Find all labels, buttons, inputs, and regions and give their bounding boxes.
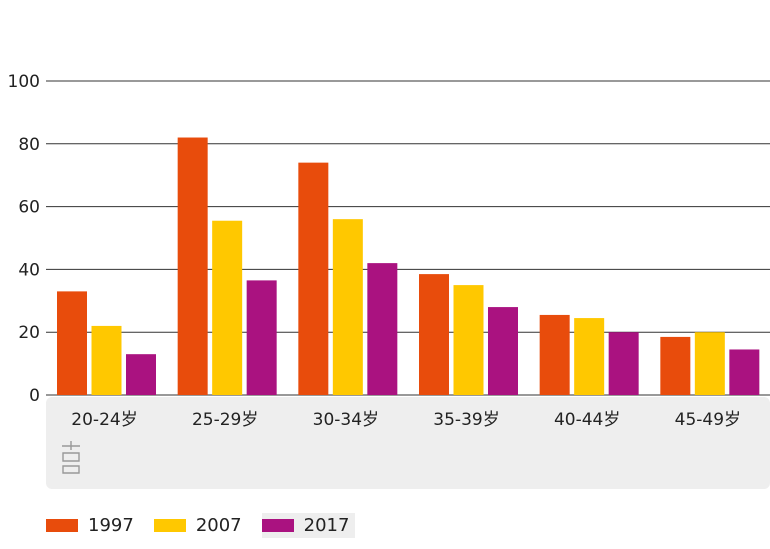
x-tick-label: 35-39岁 <box>433 410 499 430</box>
bar-2017-0[interactable] <box>126 354 156 395</box>
legend-swatch <box>46 518 78 532</box>
bar-2017-5[interactable] <box>729 349 760 395</box>
bar-1997-0[interactable] <box>57 291 87 395</box>
x-tick-label: 40-44岁 <box>554 410 620 430</box>
bar-2007-4[interactable] <box>574 318 605 395</box>
bars <box>57 137 760 395</box>
bar-2017-1[interactable] <box>246 280 277 395</box>
y-tick-label: 60 <box>18 198 40 218</box>
bar-2007-5[interactable] <box>694 332 725 395</box>
x-tick-label: 30-34岁 <box>313 410 379 430</box>
legend-swatch <box>261 518 294 532</box>
bar-2007-2[interactable] <box>332 219 363 395</box>
chart-glyph-icon[interactable] <box>62 441 80 474</box>
bar-1997-1[interactable] <box>177 137 208 395</box>
bar-1997-2[interactable] <box>298 162 329 395</box>
x-axis-band <box>46 397 770 489</box>
bar-2017-4[interactable] <box>608 332 639 395</box>
y-tick-label: 20 <box>18 323 40 343</box>
y-tick-label: 0 <box>29 386 40 406</box>
bar-2007-3[interactable] <box>453 285 484 395</box>
bar-1997-4[interactable] <box>539 314 570 395</box>
bar-2017-2[interactable] <box>367 263 398 395</box>
legend-swatch <box>153 518 186 532</box>
legend-label: 1997 <box>88 514 134 536</box>
x-tick-label: 20-24岁 <box>71 410 137 430</box>
bar-2007-0[interactable] <box>91 325 122 395</box>
y-tick-label: 40 <box>18 260 40 280</box>
legend-label: 2017 <box>303 514 350 536</box>
legend: 1997 2007 2017 <box>46 510 371 540</box>
gridlines <box>46 80 770 396</box>
y-axis-ticks: 0 20 40 60 80 100 <box>8 72 40 406</box>
legend-item-2007[interactable]: 2007 <box>153 513 246 538</box>
y-tick-label: 100 <box>8 72 40 92</box>
y-tick-label: 80 <box>18 135 40 155</box>
legend-item-2017[interactable]: 2017 <box>261 512 356 538</box>
x-axis-ticks: 20-24岁 25-29岁 30-34岁 35-39岁 40-44岁 45-49岁 <box>71 410 741 430</box>
bar-2017-3[interactable] <box>488 307 518 395</box>
x-tick-label: 45-49岁 <box>675 410 741 430</box>
legend-item-1997[interactable]: 1997 <box>46 513 138 538</box>
bar-1997-3[interactable] <box>419 274 449 395</box>
legend-label: 2007 <box>195 514 242 536</box>
bar-2007-1[interactable] <box>212 220 243 395</box>
bar-1997-5[interactable] <box>660 336 691 395</box>
x-tick-label: 25-29岁 <box>192 410 258 430</box>
